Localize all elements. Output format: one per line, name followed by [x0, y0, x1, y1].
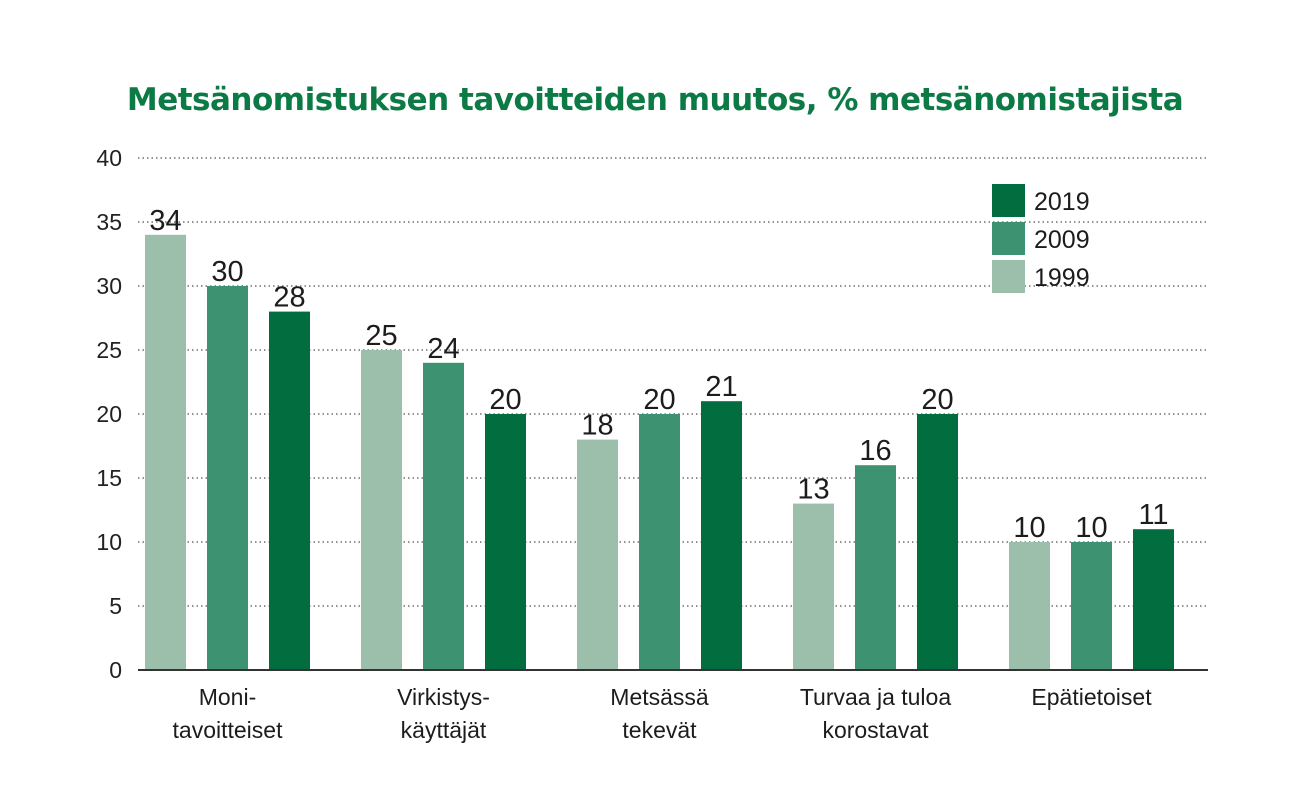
data-label: 10 — [1013, 512, 1045, 544]
category-label: Virkistys- — [397, 684, 490, 710]
legend-swatch — [992, 222, 1025, 255]
y-tick-label: 40 — [96, 145, 122, 171]
legend-label: 1999 — [1034, 264, 1090, 292]
data-label: 10 — [1075, 512, 1107, 544]
category-label: Moni- — [199, 684, 257, 710]
y-tick-label: 35 — [96, 209, 122, 235]
bar — [917, 414, 958, 670]
bar — [639, 414, 680, 670]
bar — [269, 311, 310, 670]
y-tick-label: 5 — [109, 593, 122, 619]
category-label: Metsässä — [610, 684, 709, 710]
legend-swatch — [992, 184, 1025, 217]
data-label: 20 — [489, 384, 521, 416]
category-label: Epätietoiset — [1031, 684, 1152, 710]
data-label: 21 — [705, 371, 737, 403]
bar — [1071, 542, 1112, 670]
y-tick-label: 30 — [96, 273, 122, 299]
data-label: 25 — [365, 320, 397, 352]
data-label: 18 — [581, 410, 613, 442]
bar — [855, 465, 896, 670]
bar — [1009, 542, 1050, 670]
legend-label: 2009 — [1034, 226, 1090, 254]
bar — [361, 350, 402, 670]
bar — [207, 286, 248, 670]
data-label: 24 — [427, 333, 459, 365]
y-tick-label: 15 — [96, 465, 122, 491]
legend-label: 2019 — [1034, 188, 1090, 216]
bar — [485, 414, 526, 670]
bar — [145, 234, 186, 671]
category-label: käyttäjät — [401, 717, 487, 743]
category-label: tavoitteiset — [173, 717, 284, 743]
y-tick-label: 20 — [96, 401, 122, 427]
chart-title: Metsänomistuksen tavoitteiden muutos, % … — [126, 82, 1184, 118]
data-label: 11 — [1138, 499, 1168, 531]
data-label: 20 — [643, 384, 675, 416]
category-label: korostavat — [822, 717, 929, 743]
category-label: tekevät — [622, 717, 697, 743]
data-label: 28 — [273, 282, 305, 314]
bar — [577, 439, 618, 670]
data-label: 16 — [859, 435, 891, 467]
bar — [793, 503, 834, 670]
bar — [1133, 529, 1174, 670]
legend-swatch — [992, 260, 1025, 293]
y-tick-label: 10 — [96, 529, 122, 555]
data-label: 20 — [921, 384, 953, 416]
y-tick-label: 25 — [96, 337, 122, 363]
bar — [423, 362, 464, 670]
y-tick-label: 0 — [109, 657, 122, 683]
category-label: Turvaa ja tuloa — [800, 684, 951, 710]
data-label: 30 — [211, 256, 243, 288]
bar — [701, 401, 742, 670]
data-label: 34 — [149, 205, 181, 237]
data-label: 13 — [797, 474, 829, 506]
